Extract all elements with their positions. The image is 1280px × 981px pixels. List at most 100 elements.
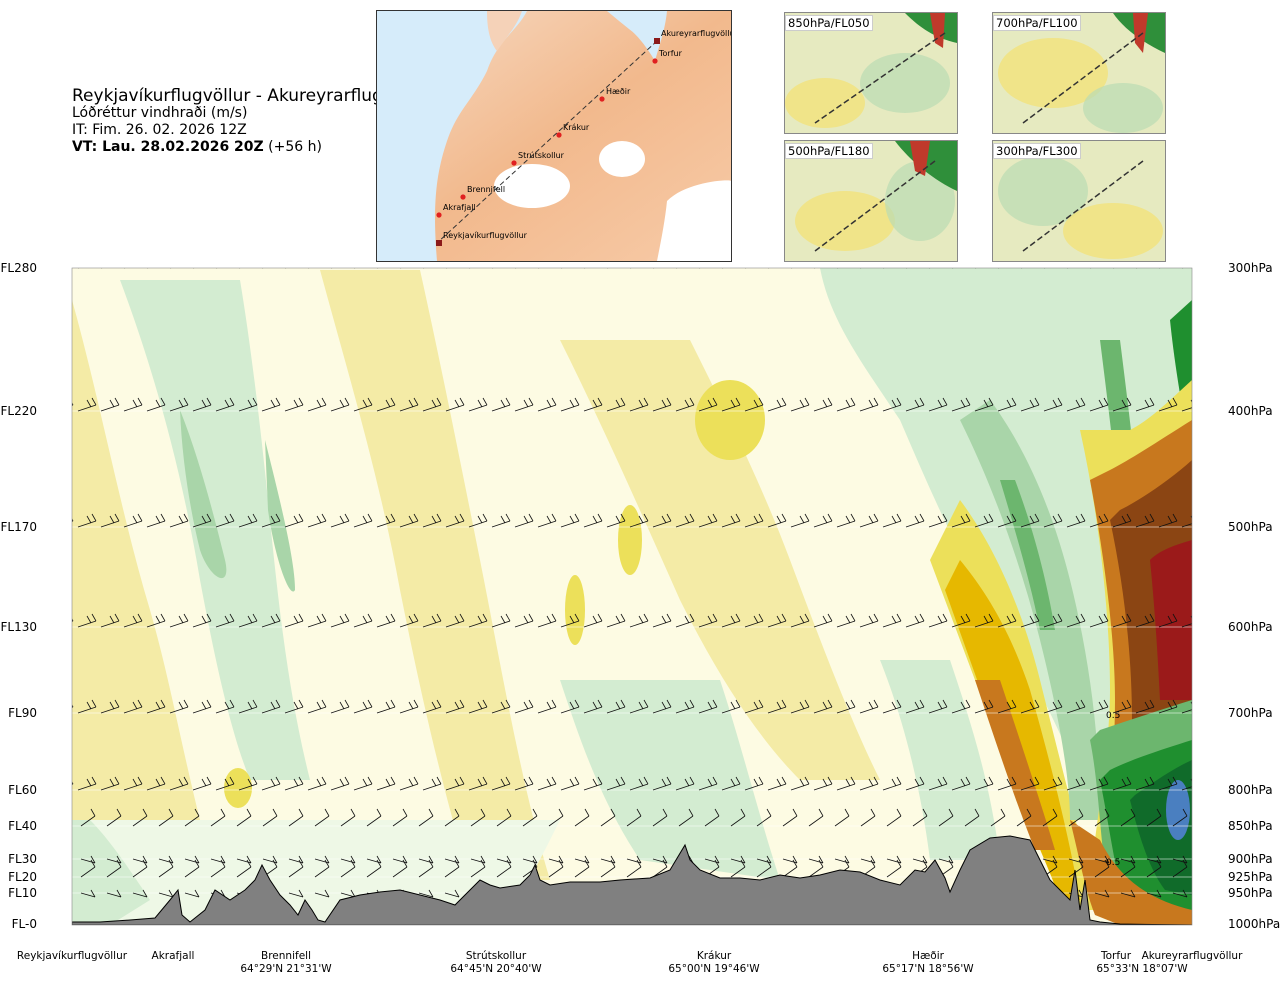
wind-barb: [836, 699, 856, 714]
wind-barb: [77, 397, 97, 412]
wind-barb: [514, 699, 534, 714]
wind-barb: [284, 776, 304, 791]
pressure-level-label: 800hPa: [1228, 783, 1273, 797]
wind-barb: [859, 613, 879, 628]
wind-barb: [1120, 808, 1136, 827]
wind-barb: [78, 268, 80, 269]
wind-barb: [883, 268, 885, 269]
waypoint-name: Torfur: [1100, 950, 1132, 962]
level-map-850-svg: [785, 13, 957, 133]
wind-barb: [767, 397, 787, 412]
wind-barb: [537, 513, 557, 528]
wind-barb: [492, 268, 494, 269]
wind-barb: [445, 699, 465, 714]
wind-barb: [537, 397, 557, 412]
pressure-level-label: 500hPa: [1228, 520, 1273, 534]
flight-level-label: FL-0: [12, 917, 37, 931]
wind-barb: [169, 776, 189, 791]
wind-barb: [146, 613, 166, 628]
wind-barb: [1135, 699, 1155, 714]
wind-barb: [537, 613, 557, 628]
wind-barb: [1146, 808, 1162, 827]
wind-barb: [353, 613, 373, 628]
wind-barb: [307, 776, 327, 791]
wind-barb: [1066, 776, 1086, 791]
flight-level-label: FL60: [8, 783, 37, 797]
level-map-700[interactable]: 700hPa/FL100: [992, 12, 1166, 134]
wind-barb: [583, 776, 603, 791]
wind-barb: [964, 808, 980, 827]
wind-barb: [100, 613, 120, 628]
wind-barb: [629, 613, 649, 628]
wind-barb: [836, 776, 856, 791]
wind-barb: [790, 776, 810, 791]
wind-barb: [123, 397, 143, 412]
wind-barb: [1112, 513, 1132, 528]
wind-barb: [1158, 397, 1178, 412]
wind-barb: [606, 397, 626, 412]
wind-barb: [974, 513, 994, 528]
wind-barb: [1044, 268, 1046, 269]
map-waypoint-label: Torfur: [658, 49, 683, 58]
wind-barb: [836, 397, 856, 412]
wind-barb: [1020, 776, 1040, 791]
level-map-300[interactable]: 300hPa/FL300: [992, 140, 1166, 262]
wind-barb: [307, 397, 327, 412]
field-central-yellow-2: [560, 340, 880, 780]
wind-barb: [330, 397, 350, 412]
wind-barb: [1181, 615, 1192, 628]
wind-barb: [997, 613, 1017, 628]
waypoint-name: Strútskollur: [466, 950, 527, 962]
wind-barb: [307, 613, 327, 628]
wind-barb: [560, 613, 580, 628]
wind-barb: [106, 889, 122, 898]
plot-frame: [71, 267, 1193, 926]
wind-barb: [491, 613, 511, 628]
wind-barb: [928, 397, 948, 412]
wind-barb: [767, 513, 787, 528]
wind-barb: [912, 808, 928, 827]
wind-barb: [1181, 778, 1192, 791]
wind-barb: [928, 699, 948, 714]
wind-barb: [859, 699, 879, 714]
wind-barb: [215, 699, 235, 714]
wind-barb: [55, 890, 69, 897]
wind-barb: [422, 699, 442, 714]
wind-barb: [72, 704, 74, 708]
wind-barb: [626, 859, 642, 878]
wind-barb: [123, 613, 143, 628]
level-map-850[interactable]: 850hPa/FL050: [784, 12, 958, 134]
map-waypoint-label: Reykjavíkurflugvöllur: [443, 231, 528, 240]
wind-barb: [629, 699, 649, 714]
wind-barb: [974, 699, 994, 714]
wind-barb: [905, 513, 925, 528]
wind-barb: [561, 268, 563, 269]
wind-barb: [238, 776, 258, 791]
wind-barb: [721, 397, 741, 412]
wind-barb: [537, 699, 557, 714]
wind-barb: [377, 268, 379, 269]
wind-barb: [288, 889, 304, 898]
wind-barb: [366, 859, 382, 878]
wind-barb: [951, 776, 971, 791]
wind-barb: [72, 518, 74, 522]
wind-barb: [744, 613, 764, 628]
wind-barb: [308, 268, 310, 269]
wind-barb: [376, 513, 396, 528]
flight-level-label: FL280: [1, 261, 38, 275]
wind-barb: [756, 859, 772, 878]
wind-barb: [376, 699, 396, 714]
wind-barb: [236, 808, 252, 827]
wind-barb: [1089, 699, 1109, 714]
wind-barb: [77, 513, 97, 528]
wind-barb: [514, 776, 534, 791]
wind-barb: [929, 268, 931, 269]
wind-barb: [574, 859, 590, 878]
flight-level-label: FL220: [1, 404, 38, 418]
wind-barb: [1094, 859, 1110, 878]
wind-barb: [928, 613, 948, 628]
wind-barb: [170, 268, 172, 269]
level-map-500[interactable]: 500hPa/FL180: [784, 140, 958, 262]
wind-barb: [606, 699, 626, 714]
wind-barb: [951, 397, 971, 412]
